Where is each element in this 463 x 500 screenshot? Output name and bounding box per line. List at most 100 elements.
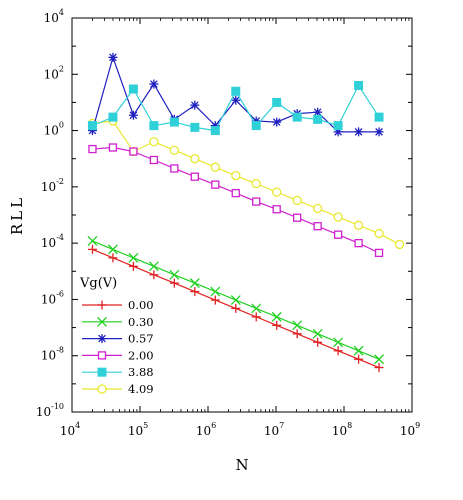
y-tick-label: 104	[44, 8, 64, 25]
data-point	[87, 235, 98, 246]
data-point	[231, 95, 241, 105]
legend-label: 2.00	[128, 348, 154, 362]
legend-item: 0.00	[82, 298, 154, 312]
series-layer	[87, 52, 405, 373]
y-tick-label: 10-2	[41, 177, 64, 194]
series-0.30	[87, 235, 385, 365]
series-line	[92, 120, 400, 245]
data-point	[292, 195, 302, 206]
data-point	[231, 86, 241, 96]
legend-marker	[97, 384, 107, 394]
data-point	[313, 222, 322, 231]
data-point	[354, 127, 364, 137]
x-tick-label: 104	[60, 421, 80, 438]
x-tick-label: 109	[400, 421, 420, 438]
data-point	[333, 337, 344, 348]
data-point	[169, 145, 180, 155]
data-point	[190, 172, 199, 181]
data-point	[128, 110, 138, 120]
series-3.88	[87, 80, 384, 136]
data-point	[128, 84, 138, 94]
data-point	[312, 328, 323, 339]
x-tick-label: 107	[264, 421, 284, 438]
legend-label: 0.00	[128, 298, 154, 312]
data-point	[210, 295, 220, 305]
data-point	[374, 363, 384, 373]
data-point	[148, 261, 159, 272]
legend-marker	[97, 367, 107, 377]
series-2.00	[88, 143, 384, 258]
data-point	[374, 228, 384, 239]
data-point	[333, 121, 343, 131]
data-point	[231, 188, 240, 198]
y-tick-label: 100	[44, 121, 64, 138]
data-point	[353, 220, 364, 230]
legend-marker	[97, 300, 107, 310]
legend-title: Vg(V)	[79, 276, 117, 291]
data-point	[149, 137, 159, 147]
data-point	[374, 112, 384, 122]
legend-marker	[97, 334, 107, 344]
series-0.00	[87, 244, 384, 373]
data-point	[313, 337, 323, 347]
data-point	[88, 144, 97, 154]
legend-item: 0.57	[82, 332, 154, 346]
data-point	[231, 171, 241, 181]
data-point	[272, 97, 282, 107]
data-point	[190, 100, 200, 110]
x-tick-label: 108	[332, 421, 352, 438]
data-point	[87, 121, 97, 131]
data-point	[108, 52, 118, 62]
data-point	[374, 248, 384, 258]
data-point	[149, 121, 159, 131]
x-tick-label: 106	[196, 421, 216, 438]
data-point	[374, 127, 384, 137]
data-point	[333, 230, 343, 239]
data-point	[252, 197, 261, 206]
data-point	[87, 244, 97, 254]
data-point	[128, 261, 138, 271]
data-point	[169, 278, 179, 288]
data-point	[210, 286, 221, 297]
data-point	[230, 295, 241, 306]
series-4.09	[87, 116, 405, 250]
tick-layer: 104 105 106 107 108 109 104 102 100 10-2 10-4 10-6 1…	[36, 8, 420, 438]
legend-item: 3.88	[82, 365, 154, 379]
data-point	[149, 270, 159, 280]
data-point	[272, 205, 281, 214]
data-point	[313, 114, 323, 124]
data-point	[108, 143, 118, 152]
x-axis-label: N	[235, 456, 248, 474]
data-point	[169, 269, 180, 280]
data-point	[292, 320, 303, 331]
data-point	[108, 253, 118, 263]
data-point	[374, 354, 385, 365]
data-point	[353, 345, 364, 356]
data-point	[272, 320, 282, 330]
y-tick-label: 10-8	[41, 346, 64, 363]
y-axis-label: RLL	[8, 195, 26, 235]
data-point	[149, 79, 159, 89]
legend: Vg(V) 0.00 0.30 0.57 2.00 3.88 4.09	[79, 276, 154, 396]
data-point	[354, 354, 364, 364]
data-point	[292, 112, 302, 122]
data-point	[354, 80, 364, 90]
data-point	[189, 278, 200, 289]
y-tick-label: 10-4	[41, 233, 64, 250]
legend-item: 0.30	[82, 315, 154, 329]
y-tick-label: 102	[44, 64, 64, 81]
data-point	[312, 203, 323, 214]
legend-label: 0.57	[128, 332, 154, 346]
data-point	[333, 346, 343, 356]
data-point	[271, 311, 282, 322]
data-point	[231, 303, 241, 313]
data-point	[190, 122, 200, 132]
data-point	[169, 117, 179, 127]
data-point	[272, 117, 282, 127]
legend-item: 2.00	[82, 348, 154, 362]
data-point	[210, 126, 220, 136]
data-point	[293, 213, 302, 222]
legend-label: 0.30	[128, 315, 154, 329]
data-point	[170, 164, 179, 173]
